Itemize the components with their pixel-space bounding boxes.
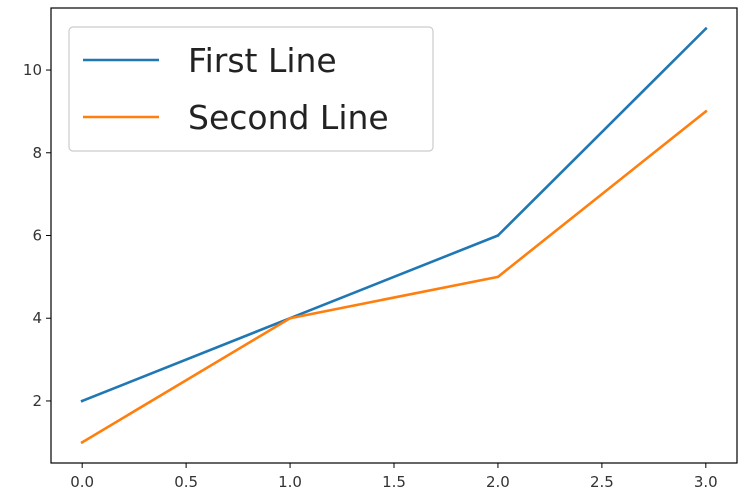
y-tick-label: 10	[23, 61, 42, 79]
data-point	[704, 110, 708, 113]
x-axis: 0.0 0.5 1.0 1.5 2.0 2.5 3.0	[70, 463, 718, 491]
legend: First Line Second Line	[68, 26, 434, 152]
series-layer	[80, 26, 708, 445]
data-point	[496, 234, 500, 237]
data-point	[496, 275, 500, 279]
y-axis: 2 4 6 8 10	[23, 61, 51, 410]
x-tick-label: 1.5	[382, 473, 406, 491]
x-tick-label: 0.0	[70, 473, 94, 491]
legend-label: First Line	[188, 41, 337, 80]
data-point	[80, 441, 84, 444]
data-point	[704, 27, 708, 30]
data-point	[288, 316, 292, 320]
x-tick-label: 2.0	[486, 473, 510, 491]
x-tick-label: 0.5	[174, 473, 198, 491]
x-tick-label: 2.5	[590, 473, 614, 491]
series-line-1	[80, 26, 708, 403]
series-line-2	[80, 109, 708, 445]
data-point	[80, 399, 84, 403]
legend-label: Second Line	[188, 98, 389, 137]
y-tick-label: 6	[32, 227, 42, 245]
x-tick-label: 3.0	[694, 473, 718, 491]
y-tick-label: 2	[32, 392, 42, 410]
x-tick-label: 1.0	[278, 473, 302, 491]
legend-box	[68, 26, 434, 152]
y-tick-label: 8	[32, 144, 42, 162]
y-tick-label: 4	[32, 309, 42, 327]
